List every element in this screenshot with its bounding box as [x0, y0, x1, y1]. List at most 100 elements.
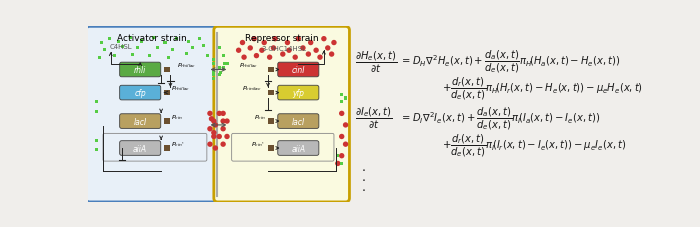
Circle shape	[207, 126, 213, 132]
Bar	[100, 42, 103, 45]
Bar	[187, 41, 190, 44]
Bar	[148, 55, 151, 58]
Bar	[95, 148, 98, 151]
Circle shape	[335, 161, 340, 166]
Bar	[136, 47, 139, 50]
Circle shape	[207, 111, 213, 116]
Bar	[211, 70, 215, 73]
Circle shape	[216, 111, 222, 116]
Circle shape	[271, 46, 277, 51]
Bar	[222, 66, 225, 69]
Bar	[155, 47, 159, 50]
Circle shape	[329, 52, 335, 57]
Text: Activator strain: Activator strain	[117, 34, 187, 43]
Text: $\cdot$: $\cdot$	[361, 183, 365, 195]
Text: aiiA: aiiA	[133, 144, 147, 153]
Circle shape	[339, 153, 344, 159]
Bar	[167, 56, 170, 59]
Bar	[164, 67, 170, 73]
Bar	[103, 49, 106, 52]
Text: $\cdot$: $\cdot$	[361, 162, 365, 175]
Bar	[211, 78, 215, 81]
Circle shape	[259, 48, 265, 54]
Text: $+ \dfrac{d_r(x,t)}{d_e(x,t)}\pi_H\!\left(H_r(x,t) - H_e(x,t)\right) - \mu_e H_e: $+ \dfrac{d_r(x,t)}{d_e(x,t)}\pi_H\!\lef…	[442, 75, 643, 102]
Circle shape	[280, 52, 286, 57]
Circle shape	[293, 55, 298, 61]
Circle shape	[300, 46, 306, 51]
Bar	[211, 74, 215, 77]
Bar	[190, 47, 194, 50]
Circle shape	[213, 123, 218, 128]
Text: $P_{cin}$: $P_{cin}$	[254, 113, 266, 121]
Circle shape	[220, 119, 226, 124]
FancyBboxPatch shape	[120, 141, 161, 156]
Bar	[222, 55, 225, 58]
Circle shape	[220, 126, 226, 132]
Text: Repressor strain: Repressor strain	[245, 34, 318, 43]
Bar	[268, 67, 274, 73]
Circle shape	[308, 41, 314, 46]
Bar	[95, 101, 98, 104]
Text: cfp: cfp	[134, 89, 146, 98]
Bar	[211, 59, 215, 62]
Circle shape	[343, 142, 349, 147]
Bar	[223, 62, 226, 66]
Circle shape	[253, 54, 259, 59]
Bar	[95, 110, 98, 113]
Bar	[340, 93, 343, 96]
Circle shape	[251, 37, 257, 42]
Bar	[202, 45, 205, 48]
Circle shape	[325, 46, 330, 51]
Circle shape	[343, 123, 349, 128]
Bar	[163, 42, 167, 45]
Text: $\dfrac{\partial H_e(x,t)}{\partial t}$: $\dfrac{\partial H_e(x,t)}{\partial t}$	[355, 49, 397, 74]
Circle shape	[211, 134, 216, 140]
Bar	[198, 38, 202, 41]
Bar	[268, 91, 274, 96]
Bar	[268, 119, 274, 124]
Circle shape	[317, 55, 323, 61]
Bar	[129, 37, 132, 40]
Circle shape	[248, 46, 253, 51]
Circle shape	[339, 134, 344, 140]
Circle shape	[272, 37, 278, 42]
Circle shape	[209, 116, 214, 122]
Bar	[218, 74, 220, 77]
Circle shape	[262, 41, 267, 46]
Circle shape	[285, 41, 290, 46]
Text: $\cdot$: $\cdot$	[361, 173, 365, 185]
Bar	[185, 52, 188, 56]
Circle shape	[220, 111, 226, 116]
FancyBboxPatch shape	[278, 63, 318, 77]
FancyBboxPatch shape	[278, 114, 318, 129]
Circle shape	[213, 146, 218, 151]
Bar	[218, 66, 220, 69]
Text: $P_{cin}$: $P_{cin}$	[172, 113, 183, 121]
Bar	[340, 101, 343, 104]
FancyBboxPatch shape	[214, 27, 349, 202]
Bar	[219, 72, 223, 75]
Bar	[164, 146, 170, 151]
Bar	[172, 49, 174, 52]
Bar	[164, 119, 170, 124]
Bar	[222, 66, 225, 69]
Bar	[268, 146, 274, 151]
Text: $P_{cin^*}$: $P_{cin^*}$	[172, 139, 186, 148]
Bar	[175, 38, 178, 41]
FancyBboxPatch shape	[86, 27, 218, 202]
Text: rhli: rhli	[134, 66, 146, 75]
Text: cinI: cinI	[292, 66, 305, 75]
Bar	[336, 155, 340, 158]
FancyBboxPatch shape	[278, 141, 318, 156]
Circle shape	[240, 41, 245, 46]
Text: $P_{rhi/lac}$: $P_{rhi/lac}$	[172, 84, 190, 93]
Bar	[97, 56, 101, 59]
Bar	[206, 55, 209, 58]
Circle shape	[267, 55, 272, 61]
Text: yfp: yfp	[293, 89, 304, 98]
Circle shape	[295, 37, 301, 42]
Bar	[113, 55, 116, 58]
Circle shape	[211, 130, 216, 136]
Bar	[121, 46, 124, 49]
Circle shape	[216, 134, 222, 140]
